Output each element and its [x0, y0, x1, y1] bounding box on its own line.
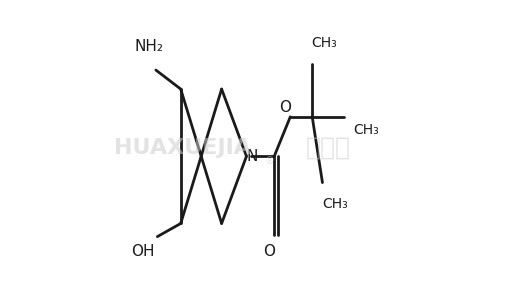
- Text: CH₃: CH₃: [323, 197, 348, 212]
- Text: O: O: [262, 244, 275, 259]
- Text: CH₃: CH₃: [353, 123, 379, 137]
- Text: NH₂: NH₂: [134, 39, 163, 54]
- Text: 化学加: 化学加: [306, 135, 351, 160]
- Text: N: N: [246, 149, 258, 164]
- Text: O: O: [279, 100, 291, 115]
- Text: ®: ®: [265, 156, 275, 166]
- Text: HUAXUEJIA: HUAXUEJIA: [114, 137, 251, 158]
- Text: OH: OH: [131, 244, 155, 259]
- Text: CH₃: CH₃: [311, 36, 337, 50]
